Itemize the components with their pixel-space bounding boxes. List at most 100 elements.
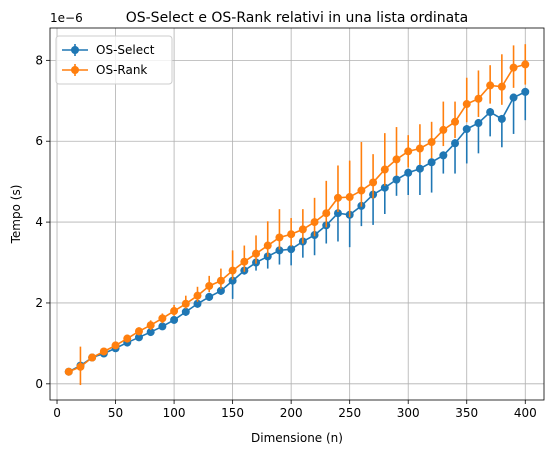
plot-background <box>50 28 544 400</box>
legend-label: OS-Rank <box>96 63 147 77</box>
data-point <box>427 158 436 167</box>
legend-marker <box>71 66 79 74</box>
y-offset-label: 1e−6 <box>50 11 83 25</box>
data-point <box>380 183 389 192</box>
data-point <box>228 276 237 285</box>
legend-label: OS-Select <box>96 43 155 57</box>
data-point <box>497 82 506 91</box>
data-point <box>287 245 296 254</box>
data-point <box>404 168 413 177</box>
data-point <box>252 249 261 258</box>
data-point <box>509 93 518 102</box>
data-point <box>134 333 143 342</box>
y-tick-label: 4 <box>35 215 43 229</box>
data-point <box>275 233 284 242</box>
data-point <box>170 315 179 324</box>
data-point <box>392 155 401 164</box>
data-point <box>205 292 214 301</box>
data-point <box>439 125 448 134</box>
data-point <box>88 353 97 362</box>
y-tick-label: 2 <box>35 296 43 310</box>
x-tick-label: 250 <box>338 406 361 420</box>
data-point <box>134 327 143 336</box>
data-point <box>193 299 202 308</box>
data-point <box>486 81 495 90</box>
data-point <box>298 225 307 234</box>
data-point <box>158 322 167 331</box>
series-layer <box>64 44 530 386</box>
data-point <box>369 178 378 187</box>
x-tick-label: 100 <box>163 406 186 420</box>
x-tick-label: 400 <box>514 406 537 420</box>
data-point <box>170 307 179 316</box>
ticks: 0 50 100 150 200 250 300 350 400 0 2 4 6 8 <box>35 53 536 420</box>
series-line <box>68 91 526 373</box>
x-tick-label: 300 <box>397 406 420 420</box>
plot-frame <box>49 27 545 401</box>
data-point <box>392 175 401 184</box>
data-point <box>486 108 495 117</box>
data-point <box>333 193 342 202</box>
data-point <box>123 334 132 343</box>
data-point <box>216 276 225 285</box>
data-point <box>439 151 448 160</box>
data-point <box>451 139 460 148</box>
y-tick-label: 0 <box>35 377 43 391</box>
series-2 <box>64 44 530 386</box>
data-point <box>310 218 319 227</box>
data-point <box>415 144 424 153</box>
data-point <box>357 186 366 195</box>
data-point <box>275 246 284 255</box>
legend-item-2: OS-Rank <box>62 63 147 77</box>
chart-title: OS-Select e OS-Rank relativi in una list… <box>126 10 469 26</box>
data-point <box>193 291 202 300</box>
data-point <box>99 347 108 356</box>
data-point <box>228 266 237 275</box>
data-point <box>474 119 483 128</box>
x-tick-label: 0 <box>53 406 61 420</box>
data-point <box>240 257 249 266</box>
data-point <box>497 114 506 123</box>
data-point <box>158 314 167 323</box>
data-point <box>415 164 424 173</box>
data-point <box>333 209 342 218</box>
y-axis-label: Tempo (s) <box>9 185 23 245</box>
data-point <box>76 362 85 371</box>
data-point <box>205 281 214 290</box>
data-point <box>380 165 389 174</box>
data-point <box>345 193 354 202</box>
data-point <box>64 367 73 376</box>
x-tick-label: 150 <box>221 406 244 420</box>
data-point <box>404 147 413 156</box>
data-point <box>111 341 120 350</box>
data-point <box>462 100 471 109</box>
legend-box <box>55 35 173 85</box>
x-tick-label: 50 <box>108 406 123 420</box>
data-point <box>287 230 296 239</box>
legend: OS-Select OS-Rank <box>55 35 173 85</box>
data-point <box>521 87 530 96</box>
data-point <box>322 209 331 218</box>
y-tick-label: 6 <box>35 134 43 148</box>
data-point <box>427 138 436 147</box>
data-point <box>146 328 155 337</box>
data-point <box>181 307 190 316</box>
legend-item-1: OS-Select <box>62 43 155 57</box>
legend-items: OS-Select OS-Rank <box>62 43 155 77</box>
legend-marker <box>71 46 79 54</box>
data-point <box>451 117 460 126</box>
x-tick-label: 200 <box>280 406 303 420</box>
x-axis-label: Dimensione (n) <box>251 431 343 445</box>
data-point <box>462 125 471 134</box>
data-point <box>146 321 155 330</box>
data-point <box>181 299 190 308</box>
data-point <box>263 241 272 250</box>
data-point <box>521 60 530 69</box>
data-point <box>216 286 225 295</box>
series-line <box>68 63 526 373</box>
y-tick-label: 8 <box>35 53 43 67</box>
data-point <box>474 94 483 103</box>
data-point <box>509 63 518 72</box>
x-tick-label: 350 <box>455 406 478 420</box>
